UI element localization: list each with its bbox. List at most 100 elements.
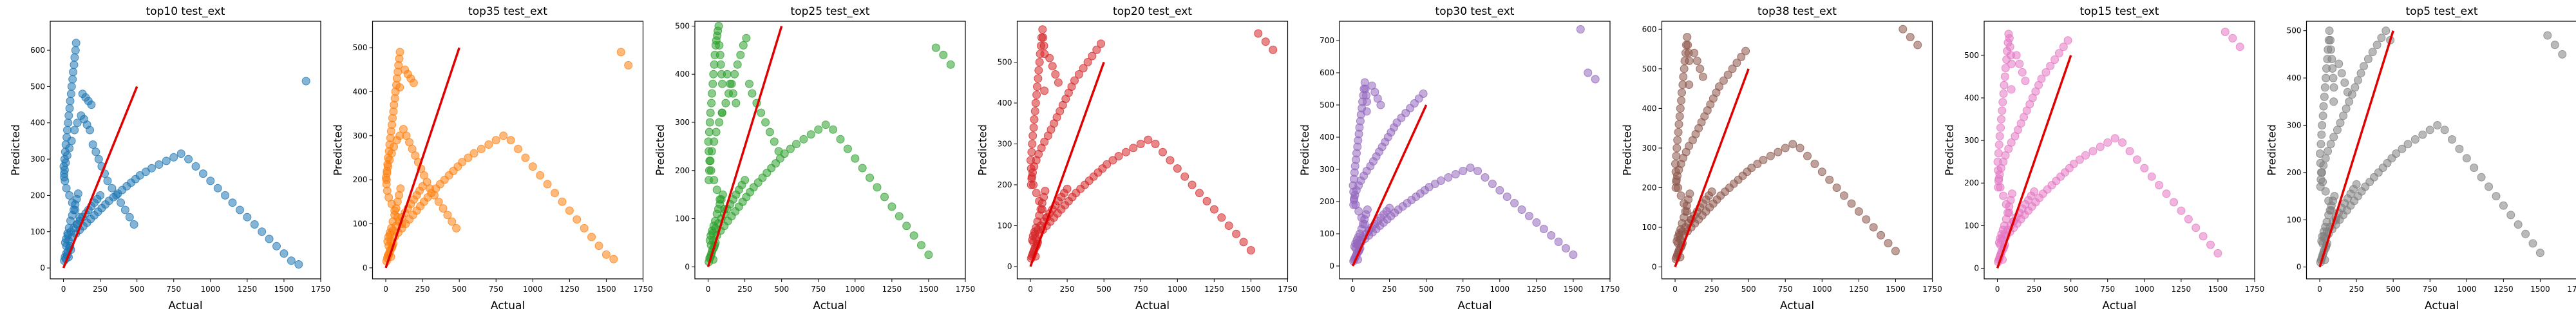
data-point xyxy=(780,149,789,158)
data-point xyxy=(2316,149,2324,158)
data-point xyxy=(739,41,748,50)
data-point xyxy=(1732,59,1741,68)
data-point xyxy=(704,137,713,146)
y-tick-label: 200 xyxy=(1642,183,1657,192)
data-point xyxy=(2221,28,2230,36)
data-point xyxy=(1684,48,1693,57)
data-point xyxy=(733,60,742,69)
data-point xyxy=(2213,249,2222,258)
data-point xyxy=(814,125,823,134)
y-tick-label: 500 xyxy=(2287,26,2302,35)
data-point xyxy=(770,137,779,146)
y-tick-label: 0 xyxy=(1974,263,1979,272)
data-point xyxy=(1891,247,1900,256)
data-point xyxy=(2345,97,2354,106)
data-point xyxy=(1217,213,1226,222)
data-point xyxy=(2340,78,2349,87)
data-point xyxy=(2199,232,2208,241)
data-point xyxy=(2398,144,2407,153)
data-point xyxy=(70,126,79,135)
data-point xyxy=(2002,200,2011,209)
data-point xyxy=(1676,191,1685,200)
x-tick-label: 1750 xyxy=(311,285,331,294)
data-point xyxy=(1576,25,1585,33)
data-point xyxy=(1719,76,1728,85)
data-point xyxy=(741,176,750,185)
data-point xyxy=(63,126,71,135)
y-tick-label: 300 xyxy=(998,139,1012,148)
data-point xyxy=(2342,104,2351,113)
data-point xyxy=(2326,35,2334,44)
data-point xyxy=(609,254,618,263)
data-point xyxy=(2318,111,2327,120)
data-point xyxy=(1683,33,1692,42)
data-point xyxy=(70,61,79,70)
data-point xyxy=(1862,215,1871,224)
data-point xyxy=(2392,149,2401,158)
y-axis-label: Predicted xyxy=(10,124,23,176)
scatter-points xyxy=(1671,24,1922,263)
data-point xyxy=(1671,167,1680,176)
data-point xyxy=(765,128,774,137)
data-point xyxy=(1166,156,1175,165)
y-tick-label: 100 xyxy=(1320,229,1334,238)
x-tick-label: 1000 xyxy=(523,285,543,294)
data-point xyxy=(1707,187,1716,196)
y-tick-label: 0 xyxy=(40,263,45,272)
data-point xyxy=(1698,72,1707,81)
data-point xyxy=(2330,192,2339,201)
data-point xyxy=(536,171,545,180)
data-point xyxy=(301,77,310,86)
data-point xyxy=(443,211,452,220)
data-point xyxy=(1376,100,1385,109)
data-point xyxy=(528,162,537,171)
data-point xyxy=(1869,223,1878,232)
data-point xyxy=(409,79,418,88)
data-point xyxy=(65,191,74,200)
data-point xyxy=(2477,173,2486,182)
data-point xyxy=(73,118,82,128)
x-tick-label: 500 xyxy=(1419,285,1434,294)
scatter-points xyxy=(704,22,955,267)
data-point xyxy=(1032,90,1041,99)
data-point xyxy=(2448,135,2456,144)
data-point xyxy=(1027,172,1036,181)
data-point xyxy=(1747,164,1756,173)
data-point xyxy=(2368,48,2377,57)
data-point xyxy=(1039,33,1048,42)
y-tick-label: 400 xyxy=(353,87,368,96)
y-axis-label: Predicted xyxy=(1622,124,1634,176)
data-point xyxy=(1048,62,1057,71)
data-point xyxy=(2324,196,2333,205)
data-point xyxy=(709,70,718,79)
data-point xyxy=(1033,82,1041,91)
data-point xyxy=(1994,149,2003,158)
x-tick-label: 750 xyxy=(489,285,504,294)
data-point xyxy=(2316,140,2325,149)
y-tick-label: 200 xyxy=(998,180,1012,189)
x-tick-label: 750 xyxy=(811,285,826,294)
data-point xyxy=(1995,132,2004,140)
x-tick-label: 1000 xyxy=(1168,285,1188,294)
data-point xyxy=(1363,97,1371,106)
x-tick-label: 0 xyxy=(383,285,388,294)
data-point xyxy=(506,136,515,145)
data-point xyxy=(2075,155,2084,164)
data-point xyxy=(1254,29,1263,38)
data-point xyxy=(2228,33,2237,43)
scatter-points xyxy=(2316,26,2567,267)
data-point xyxy=(1103,160,1112,169)
data-point xyxy=(1029,180,1038,189)
y-tick-label: 500 xyxy=(30,82,45,91)
x-tick-label: 0 xyxy=(61,285,66,294)
data-point xyxy=(60,169,69,178)
data-point xyxy=(1674,184,1683,192)
chart-panel: 0 250 500 750 1000 1250 1500 1750 0 100 200 300 400 5… xyxy=(1622,5,1942,312)
data-point xyxy=(706,108,715,117)
chart-title: top35 test_ext xyxy=(468,5,547,18)
data-point xyxy=(1854,207,1863,216)
data-point xyxy=(2316,158,2325,167)
data-point xyxy=(2103,138,2112,147)
data-point xyxy=(714,22,723,30)
data-point xyxy=(1173,164,1182,173)
